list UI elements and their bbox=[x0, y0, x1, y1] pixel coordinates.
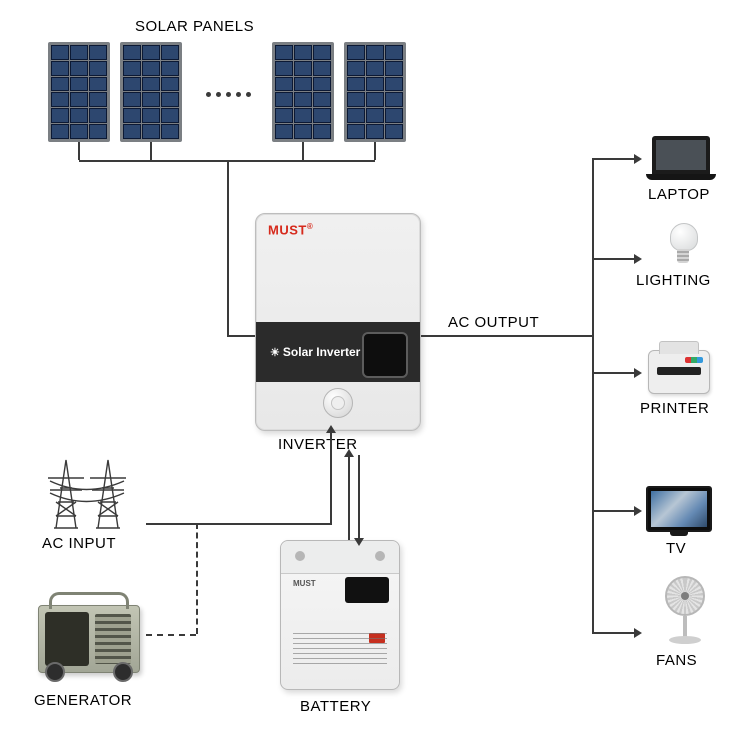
laptop-label: LAPTOP bbox=[648, 186, 710, 203]
ac-output-line bbox=[421, 335, 592, 337]
ellipsis-dot bbox=[226, 92, 231, 97]
bulb-icon bbox=[650, 215, 716, 263]
ac-input-line bbox=[146, 523, 332, 525]
tv-label: TV bbox=[666, 540, 686, 557]
battery-line-2 bbox=[358, 455, 360, 540]
arrow-right-icon bbox=[634, 368, 642, 378]
battery: MUST bbox=[280, 540, 400, 690]
solar-panel-2 bbox=[120, 42, 182, 160]
dev-branch-2 bbox=[592, 258, 636, 260]
panel-into-inverter-line bbox=[227, 335, 255, 337]
arrow-right-icon bbox=[634, 628, 642, 638]
tv-icon bbox=[646, 486, 712, 532]
ellipsis-dot bbox=[236, 92, 241, 97]
fans-label: FANS bbox=[656, 652, 697, 669]
battery-line-1 bbox=[348, 455, 350, 540]
battery-brand: MUST bbox=[293, 579, 316, 588]
arrow-up-icon bbox=[326, 425, 336, 433]
diagram-stage: SOLAR PANELS MUST® Solar Inverter INVERT… bbox=[0, 0, 750, 750]
solar-cells-icon bbox=[48, 42, 110, 142]
generator-label: GENERATOR bbox=[34, 692, 132, 709]
laptop-icon bbox=[648, 136, 714, 174]
ac-input-up-line bbox=[330, 431, 332, 525]
fan-icon bbox=[652, 576, 718, 644]
solar-cells-icon bbox=[120, 42, 182, 142]
arrow-right-icon bbox=[634, 254, 642, 264]
lighting-label: LIGHTING bbox=[636, 272, 711, 289]
generator-vents-icon bbox=[95, 614, 131, 664]
panel-drop-line bbox=[227, 160, 229, 335]
inverter-brand: MUST® bbox=[268, 222, 313, 237]
solar-panel-4 bbox=[344, 42, 406, 160]
ac-input-label: AC INPUT bbox=[42, 535, 116, 552]
generator-dashed-v bbox=[196, 523, 198, 634]
printer-label: PRINTER bbox=[640, 400, 709, 417]
generator bbox=[38, 605, 140, 673]
arrow-down-icon bbox=[354, 538, 364, 546]
solar-panel-3 bbox=[272, 42, 334, 160]
arrow-up-icon bbox=[344, 449, 354, 457]
ellipsis-dot bbox=[206, 92, 211, 97]
pylon-icon bbox=[36, 448, 146, 534]
device-bus-line bbox=[592, 158, 594, 634]
solar-cells-icon bbox=[344, 42, 406, 142]
battery-screen-icon bbox=[345, 577, 389, 603]
dev-branch-5 bbox=[592, 632, 636, 634]
printer-icon bbox=[646, 350, 712, 394]
inverter-knob-icon bbox=[323, 388, 353, 418]
inverter-stripe-title: Solar Inverter bbox=[270, 345, 360, 359]
solar-cells-icon bbox=[272, 42, 334, 142]
ellipsis-dot bbox=[216, 92, 221, 97]
dev-branch-4 bbox=[592, 510, 636, 512]
solar-panels-label: SOLAR PANELS bbox=[135, 18, 254, 35]
battery-label: BATTERY bbox=[300, 698, 371, 715]
generator-dashed-h bbox=[146, 634, 196, 636]
inverter: MUST® Solar Inverter bbox=[255, 213, 421, 431]
arrow-right-icon bbox=[634, 154, 642, 164]
generator-panel-icon bbox=[45, 612, 89, 666]
inverter-screen-icon bbox=[362, 332, 408, 378]
dev-branch-1 bbox=[592, 158, 636, 160]
solar-panel-1 bbox=[48, 42, 110, 160]
arrow-right-icon bbox=[634, 506, 642, 516]
ac-output-label: AC OUTPUT bbox=[448, 314, 539, 331]
ellipsis-dot bbox=[246, 92, 251, 97]
dev-branch-3 bbox=[592, 372, 636, 374]
